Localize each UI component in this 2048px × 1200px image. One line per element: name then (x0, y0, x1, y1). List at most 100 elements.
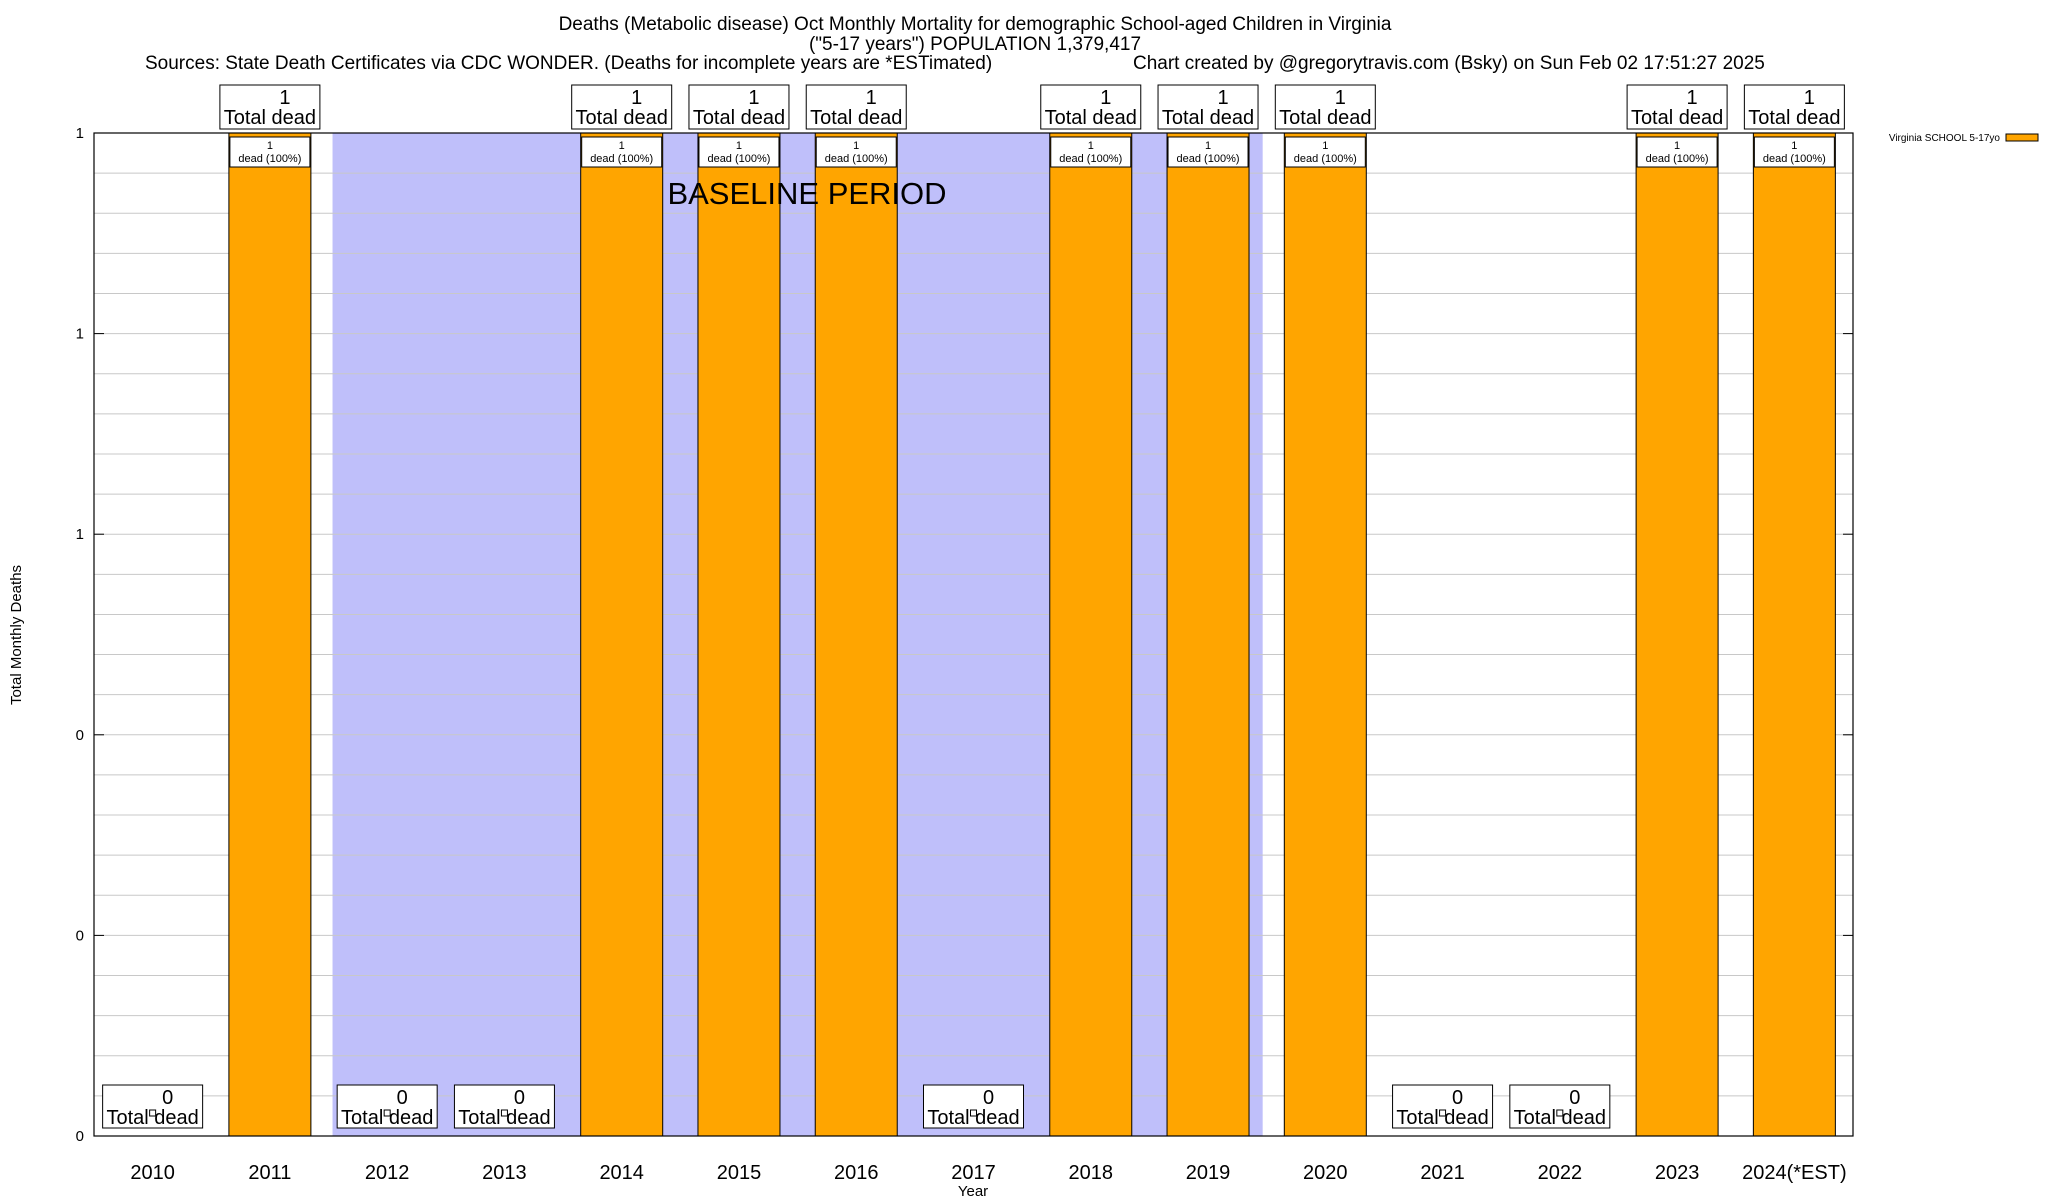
total-label-text: Total dead (458, 1107, 550, 1129)
x-tick-label: 2017 (951, 1162, 996, 1184)
total-label-text: Total dead (106, 1107, 198, 1129)
total-label-value: 1 (1687, 87, 1698, 109)
total-label-box (1509, 1084, 1611, 1129)
bar-label-percent: dead (100%) (825, 153, 888, 165)
y-tick-label: 0 (76, 1128, 84, 1145)
x-tick-label: 2020 (1303, 1162, 1348, 1184)
y-axis-title: Total Monthly Deaths (8, 565, 25, 705)
bar-label-count: 1 (267, 140, 273, 152)
bar-label-percent: dead (100%) (707, 153, 770, 165)
x-tick-label: 2011 (248, 1162, 291, 1184)
total-label-text: Total dead (1514, 1107, 1606, 1129)
bar-label-box (1167, 136, 1249, 168)
total-label-value: 0 (983, 1087, 994, 1109)
total-label-text: Total dead (576, 107, 668, 129)
y-tick-label: 1 (76, 125, 84, 142)
x-tick-label: 2019 (1186, 1162, 1231, 1184)
total-label-value: 1 (1335, 87, 1346, 109)
total-label-text: Total dead (810, 107, 902, 129)
bar-label-count: 1 (736, 140, 742, 152)
x-tick-label: 2016 (834, 1162, 879, 1184)
total-label-text: Total dead (693, 107, 785, 129)
total-label-box (1392, 1084, 1494, 1129)
legend-label: Virginia SCHOOL 5-17yo (1889, 133, 2001, 144)
zero-marker (1439, 1109, 1447, 1117)
x-tick-label: 2015 (717, 1162, 762, 1184)
total-label-box (1157, 84, 1259, 130)
chart-sources: Sources: State Death Certificates via CD… (145, 53, 993, 74)
total-label-value: 1 (866, 87, 877, 109)
bar-label-percent: dead (100%) (1177, 153, 1240, 165)
x-tick-label: 2018 (1069, 1162, 1114, 1184)
chart-title: Deaths (Metabolic disease) Oct Monthly M… (558, 14, 1392, 35)
zero-marker (1556, 1109, 1564, 1117)
bar (1752, 132, 1836, 1137)
bar-label-count: 1 (1205, 140, 1211, 152)
bar-label-box (581, 136, 663, 168)
bar-label-box (698, 136, 780, 168)
baseline-period-label: BASELINE PERIOD (667, 176, 946, 211)
y-tick-label: 1 (76, 326, 84, 343)
bar-label-count: 1 (1088, 140, 1094, 152)
bar (1166, 132, 1250, 1137)
bar-label-count: 1 (619, 140, 625, 152)
total-label-text: Total dead (1279, 107, 1371, 129)
total-label-value: 0 (1452, 1087, 1463, 1109)
total-label-text: Total dead (1631, 107, 1723, 129)
x-tick-label: 2023 (1655, 1162, 1700, 1184)
bar-label-count: 1 (1322, 140, 1328, 152)
bar (1049, 132, 1133, 1137)
total-label-box (336, 1084, 438, 1129)
total-label-box (805, 84, 907, 130)
total-label-text: Total dead (927, 1107, 1019, 1129)
total-label-box (219, 84, 321, 130)
total-label-text: Total dead (1748, 107, 1840, 129)
bar-label-box (1284, 136, 1366, 168)
total-label-value: 1 (631, 87, 642, 109)
bar-label-percent: dead (100%) (238, 153, 301, 165)
x-tick-label: 2013 (482, 1162, 527, 1184)
total-label-box (453, 1084, 555, 1129)
total-label-box (688, 84, 790, 130)
legend-swatch (2005, 133, 2039, 142)
bar-label-count: 1 (853, 140, 859, 152)
bar-label-box (229, 136, 311, 168)
x-axis-title: Year (958, 1183, 988, 1200)
chart-subtitle: ("5-17 years") POPULATION 1,379,417 (808, 34, 1142, 55)
total-label-text: Total dead (1045, 107, 1137, 129)
total-label-value: 0 (397, 1087, 408, 1109)
bar-label-percent: dead (100%) (1646, 153, 1709, 165)
bar-label-box (1636, 136, 1718, 168)
total-label-value: 1 (1804, 87, 1815, 109)
total-label-value: 0 (162, 1087, 173, 1109)
zero-marker (500, 1109, 508, 1117)
x-tick-label: 2010 (130, 1162, 175, 1184)
bar-label-count: 1 (1791, 140, 1797, 152)
total-label-text: Total dead (224, 107, 316, 129)
y-tick-label: 0 (76, 727, 84, 744)
total-label-box (1274, 84, 1376, 130)
total-label-value: 1 (1217, 87, 1228, 109)
bar (814, 132, 898, 1137)
x-tick-label: 2014 (599, 1162, 644, 1184)
bar-label-box (1050, 136, 1132, 168)
zero-marker (970, 1109, 977, 1117)
total-label-value: 1 (1100, 87, 1111, 109)
bar (1635, 132, 1719, 1137)
bar-label-percent: dead (100%) (1763, 153, 1826, 165)
bar (580, 132, 664, 1137)
zero-marker (149, 1109, 157, 1117)
zero-marker (383, 1109, 391, 1117)
bar-label-percent: dead (100%) (590, 153, 653, 165)
bar-label-box (1753, 136, 1835, 168)
total-label-text: Total dead (341, 1107, 433, 1129)
bar (1283, 132, 1367, 1137)
x-tick-label: 2021 (1420, 1162, 1465, 1184)
x-tick-label: 2024(*EST) (1742, 1162, 1847, 1184)
bar-label-percent: dead (100%) (1059, 153, 1122, 165)
total-label-value: 1 (748, 87, 759, 109)
total-label-box (571, 84, 673, 130)
total-label-text: Total dead (1396, 1107, 1488, 1129)
x-tick-label: 2012 (365, 1162, 410, 1184)
